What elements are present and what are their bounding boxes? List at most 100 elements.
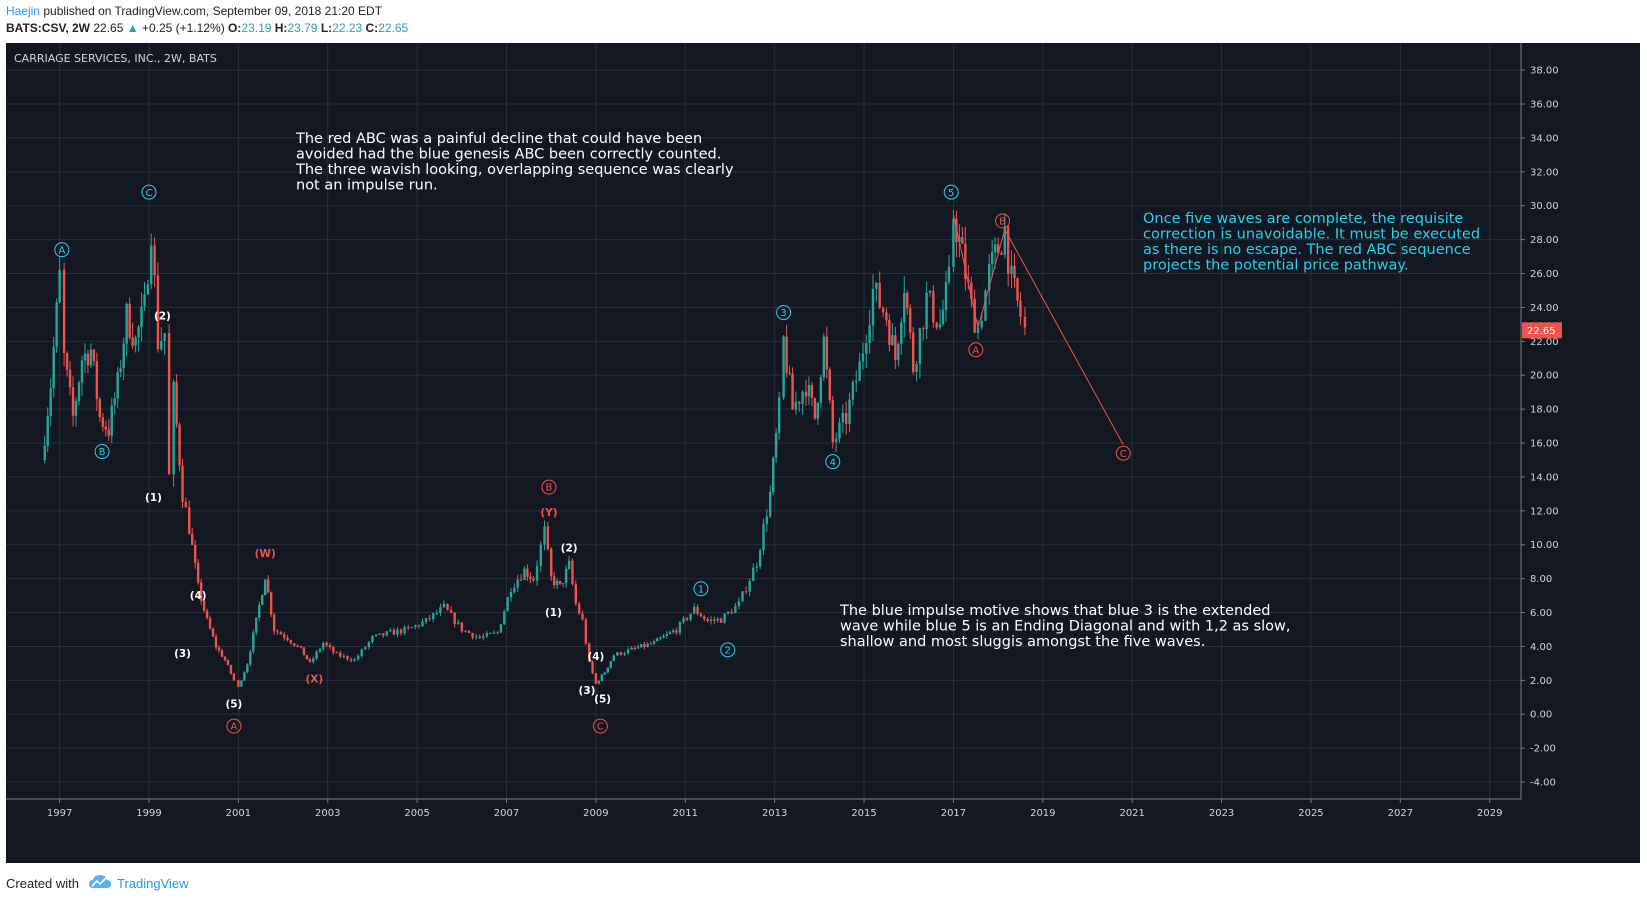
last-price-tag [1522,322,1562,339]
white-subwave-label: (4) [587,651,604,663]
y-tick-label: 12.00 [1530,506,1559,517]
candle-body [489,632,492,634]
candle-body [709,619,713,621]
candle-body [838,422,841,439]
candle-body [146,284,150,295]
candle-body [205,610,209,619]
candle-body [453,612,456,624]
candle-body [841,412,845,423]
candle-body [308,659,312,662]
axis-layer: 38.0036.0034.0032.0030.0028.0026.0024.00… [6,43,1562,819]
candle-body [529,576,532,579]
candle-body [623,653,626,655]
candle-body [782,336,785,398]
price-chart[interactable]: ABC12345ABCABC(2)(1)(4)(3)(5)(2)(1)(4)(3… [6,43,1640,863]
candle-body [269,592,273,615]
candle-body [1013,265,1016,279]
y-tick-label: 6.00 [1530,608,1552,619]
candle-body [952,218,955,267]
candle-body [356,655,360,660]
chart-frame[interactable]: A B C 1 2 3 4 5 A B C A B C (2) (1) (4) (3) (5) (2) (1) (4) (3… [6,43,1640,863]
candle-body [315,651,318,659]
candle-body [564,568,568,584]
candle-body [86,353,90,366]
white-subwave-label: (3) [579,685,596,697]
candle-body [196,562,200,583]
symbol-label: BATS:CSV, 2W [6,21,91,35]
blue-wave-label-circle [943,184,959,200]
candle-body [633,647,637,649]
candle-body [777,397,781,434]
x-tick-label: 2025 [1298,808,1323,819]
annotation-line: correction is unavoidable. It must be ex… [1143,227,1480,243]
projection-path [952,214,1124,445]
annotation-line: avoided had the blue genesis ABC been co… [296,147,721,163]
wave-labels-layer: ABC12345ABCABC(2)(1)(4)(3)(5)(2)(1)(4)(3… [54,184,1131,734]
candle-body [925,292,928,330]
x-tick-label: 2005 [404,808,429,819]
candle-body [80,360,84,383]
candle-body [961,237,964,244]
candle-body [460,622,464,632]
candle-body [865,343,868,354]
candle-body [804,391,808,397]
candle-body [325,643,328,646]
candle-body [240,680,243,687]
x-tick-label: 2013 [762,808,787,819]
candle-body [626,649,630,654]
candle-body [671,630,675,633]
candle-body [156,275,160,350]
candle-body [649,643,653,645]
candle-body [885,312,888,321]
candle-body [574,583,578,604]
candle-body [668,632,672,635]
candle-body [900,322,903,344]
candle-body [871,288,875,326]
candle-body [912,332,915,373]
candle-body [191,533,194,546]
blue-wave-label: 4 [830,457,836,468]
tradingview-cloud-icon [89,875,111,888]
y-tick-label: 32.00 [1530,167,1559,178]
candle-body [964,243,967,280]
candle-body [984,290,987,321]
candle-body [43,445,46,460]
low-value: 22.23 [332,21,363,35]
x-tick-label: 2015 [851,808,876,819]
y-tick-label: -2.00 [1530,744,1556,755]
candle-body [349,659,353,661]
tradingview-brand[interactable]: TradingView [117,876,189,891]
annotation-line: The three wavish looking, overlapping se… [295,162,734,178]
candle-body [894,335,897,360]
white-subwave-label: (2) [154,311,171,323]
candle-body [252,632,255,652]
candle-body [513,587,516,593]
candle-body [137,327,140,338]
candle-body [723,613,726,623]
candle-body [360,649,363,656]
candle-body [769,491,772,517]
candle-body [891,335,894,346]
candle-body [706,619,709,621]
candle-body [646,643,649,648]
candle-body [282,634,286,638]
candle-body [813,397,817,419]
x-tick-label: 2023 [1209,808,1234,819]
candle-body [788,372,791,374]
blue-wave-label-circle [825,454,841,470]
annotation-line: wave while blue 5 is an Ending Diagonal … [840,619,1291,635]
annotation-five-waves: Once five waves are complete, the requis… [1143,211,1480,274]
author-link[interactable]: Haejin [6,4,41,18]
blue-wave-label: A [58,245,65,256]
candle-body [289,640,293,644]
candle-body [656,638,659,642]
candle-body [217,647,221,651]
open-value: 23.19 [241,21,272,35]
candle-body [286,637,289,641]
candle-body [62,269,66,354]
candle-body [807,385,811,397]
annotation-line: as there is no escape. The red ABC seque… [1143,242,1471,258]
candle-body [160,340,163,350]
x-tick-label: 2009 [583,808,608,819]
red-wave-label-circle [1115,445,1131,461]
